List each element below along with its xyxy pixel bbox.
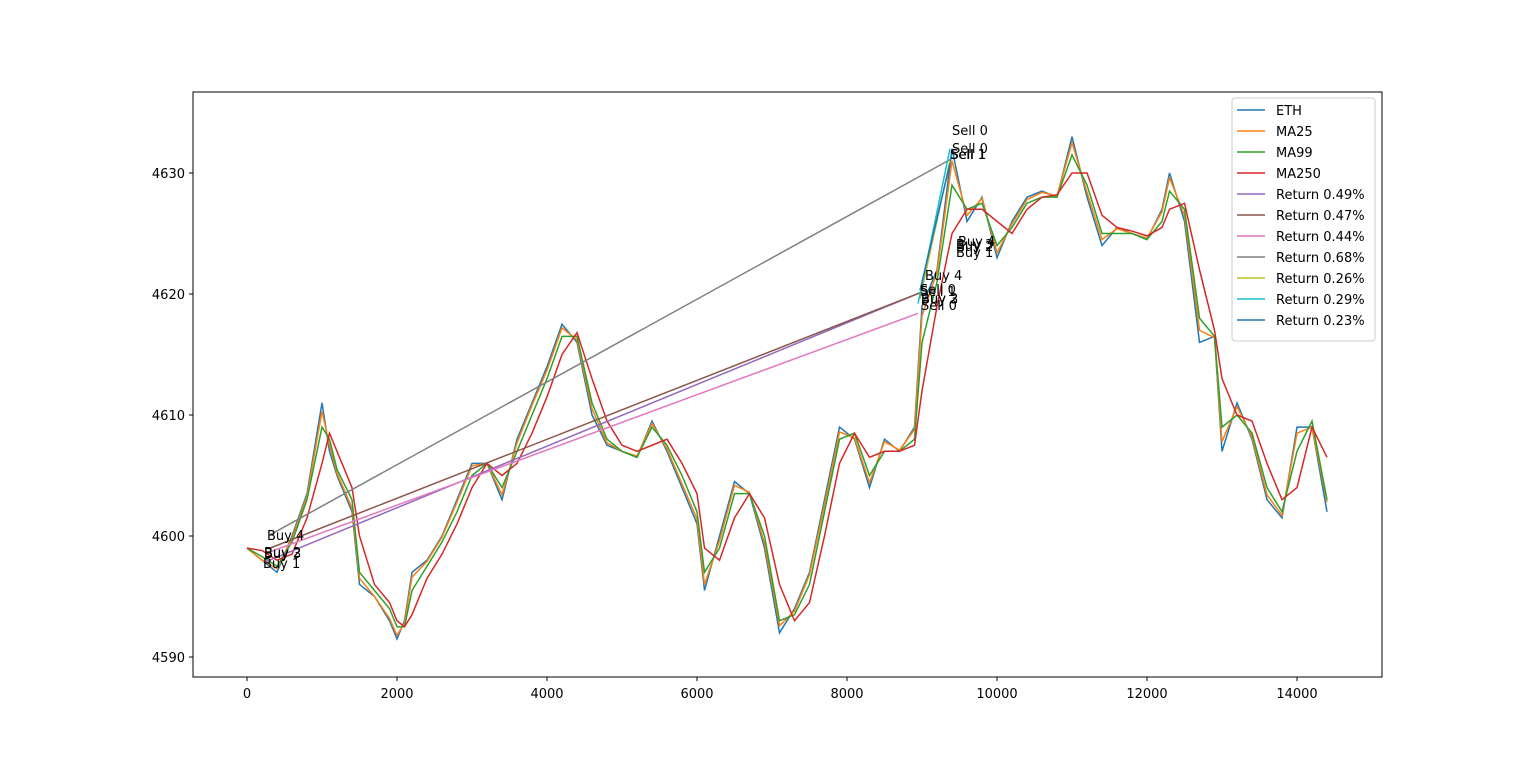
- x-tick-label: 12000: [1126, 687, 1167, 702]
- legend-label: Return 0.68%: [1276, 251, 1365, 266]
- legend-label: MA25: [1276, 125, 1313, 140]
- legend-label: Return 0.29%: [1276, 293, 1365, 308]
- annotation: Sell 0: [920, 283, 956, 298]
- series-line: [269, 158, 951, 536]
- annotation: Buy 2: [956, 240, 993, 255]
- annotation: Buy 1: [263, 557, 300, 572]
- x-tick-label: 14000: [1276, 687, 1317, 702]
- legend-label: Return 0.44%: [1276, 230, 1365, 245]
- y-tick-label: 4630: [152, 167, 185, 182]
- y-tick-label: 4610: [152, 409, 185, 424]
- annotation: Sell 1: [950, 148, 986, 163]
- x-tick-label: 0: [243, 687, 251, 702]
- legend-label: MA250: [1276, 167, 1321, 182]
- y-tick-label: 4620: [152, 288, 185, 303]
- legend-label: Return 0.26%: [1276, 272, 1365, 287]
- legend-label: MA99: [1276, 146, 1313, 161]
- x-tick-label: 10000: [976, 687, 1017, 702]
- x-tick-label: 8000: [830, 687, 863, 702]
- y-tick-label: 4600: [152, 530, 185, 545]
- annotation: Buy 3: [264, 547, 301, 562]
- series-line: [264, 292, 921, 563]
- legend-label: Return 0.23%: [1276, 314, 1365, 329]
- series-line: [246, 172, 1328, 628]
- x-tick-label: 6000: [680, 687, 713, 702]
- series-line: [919, 163, 951, 291]
- series-line: [266, 312, 919, 554]
- annotation: Buy 3: [921, 293, 958, 308]
- plot-area: [246, 136, 1328, 641]
- annotation: Buy 1: [956, 246, 993, 261]
- annotation: Buy 2: [264, 546, 301, 561]
- axes-frame: [192, 91, 1383, 678]
- x-tick-label: 4000: [530, 687, 563, 702]
- annotation: Sell 1: [920, 285, 956, 300]
- legend-label: Return 0.49%: [1276, 188, 1365, 203]
- annotation: Buy 4: [958, 235, 995, 250]
- legend-label: ETH: [1276, 104, 1302, 119]
- legend-label: Return 0.47%: [1276, 209, 1365, 224]
- series-line: [246, 152, 1328, 628]
- annotation: Sell 0: [952, 142, 988, 157]
- annotation: Buy 4: [925, 269, 962, 284]
- annotation: Sell 0: [921, 299, 957, 314]
- legend-box: [1231, 97, 1376, 342]
- y-tick-label: 4590: [152, 651, 185, 666]
- x-tick-label: 2000: [380, 687, 413, 702]
- series-line: [269, 292, 921, 549]
- annotation: Sell 0: [952, 124, 988, 139]
- annotation: Buy 4: [267, 529, 304, 544]
- annotation: Buy 3: [956, 238, 993, 253]
- annotation: Buy 2: [921, 292, 958, 307]
- annotation: Sell 1: [951, 148, 987, 163]
